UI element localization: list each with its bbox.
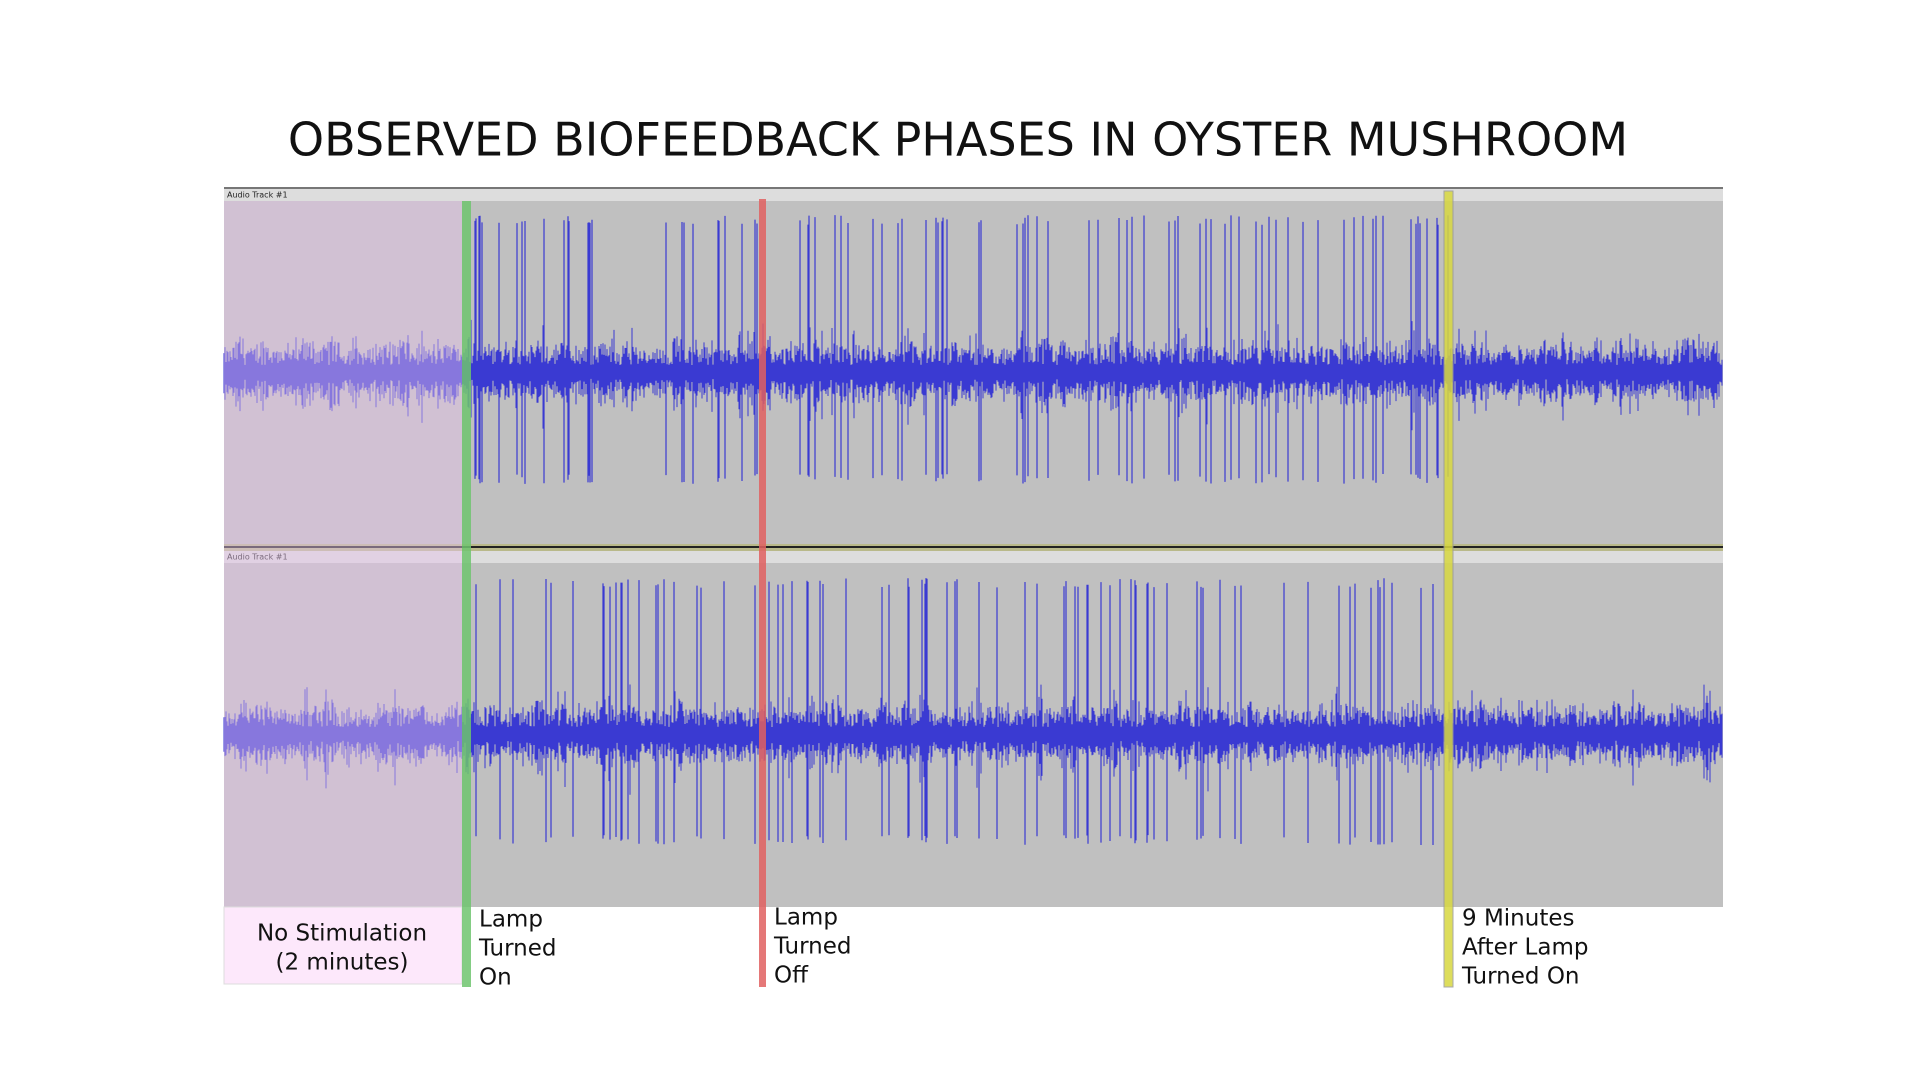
no-stimulation-region — [224, 201, 462, 907]
annotation: On — [479, 965, 512, 991]
waveform — [474, 215, 1449, 484]
track-divider-line — [224, 546, 1723, 548]
annotation: After Lamp — [1462, 935, 1588, 961]
no-stimulation-box — [223, 906, 463, 985]
track-header — [224, 551, 1723, 563]
annotation: (2 minutes) — [276, 950, 409, 976]
waveforms — [223, 215, 1723, 845]
yellow-marker — [1443, 190, 1454, 988]
annotation: Turned On — [1461, 964, 1580, 990]
waveform — [223, 684, 1723, 795]
title: OBSERVED BIOFEEDBACK PHASES IN OYSTER MU… — [288, 113, 1628, 167]
annotation: No Stimulation — [257, 921, 427, 947]
track-header — [224, 189, 1723, 201]
red-marker — [759, 199, 766, 987]
green-marker — [462, 201, 471, 987]
waveform — [223, 319, 1723, 431]
panel-border — [224, 187, 1723, 189]
track-label: Audio Track #1 — [227, 553, 288, 562]
track-label: Audio Track #1 — [227, 191, 288, 200]
annotation: Off — [774, 963, 809, 989]
annotation: Turned — [478, 936, 557, 962]
annotation: 9 Minutes — [1462, 906, 1574, 932]
annotation: Turned — [773, 934, 852, 960]
waveform — [475, 578, 1434, 845]
annotation: Lamp — [479, 907, 543, 933]
annotation: Lamp — [774, 905, 838, 931]
